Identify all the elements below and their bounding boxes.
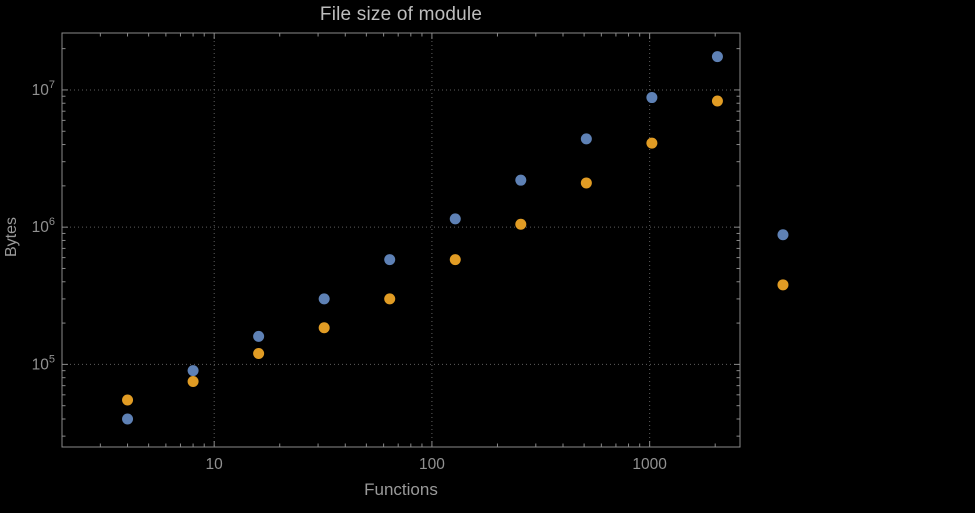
data-point-series-1-blue [253, 330, 265, 342]
data-point-series-2-orange [646, 137, 658, 149]
data-point-series-2-orange [580, 177, 592, 189]
x-axis-label: Functions [364, 480, 438, 499]
data-point-series-2-orange [777, 279, 789, 291]
data-point-series-2-orange [711, 95, 723, 107]
chart-title: File size of module [319, 4, 483, 25]
x-tick-label: 100 [419, 456, 445, 473]
data-point-series-2-orange [253, 348, 265, 360]
data-point-series-1-blue [384, 254, 396, 266]
data-point-series-1-blue [449, 213, 461, 225]
y-axis-label: Bytes [3, 216, 20, 258]
data-point-series-2-orange [318, 322, 330, 334]
data-point-series-2-orange [187, 376, 199, 388]
x-tick-label: 1000 [632, 456, 667, 473]
data-point-series-1-blue [515, 174, 527, 186]
data-point-series-1-blue [122, 413, 134, 425]
data-point-series-2-orange [515, 218, 527, 230]
data-point-series-1-blue [777, 229, 789, 241]
data-point-series-1-blue [580, 133, 592, 145]
data-point-series-1-blue [646, 92, 658, 104]
y-tick-label: 105 [32, 353, 55, 373]
data-point-series-2-orange [122, 394, 134, 406]
x-tick-label: 10 [206, 456, 224, 473]
data-point-series-1-blue [187, 365, 199, 377]
y-tick-label: 107 [32, 79, 55, 99]
y-tick-label: 106 [32, 216, 55, 236]
chart-frame [61, 32, 741, 448]
data-point-series-1-blue [318, 293, 330, 305]
data-point-series-2-orange [449, 254, 461, 266]
data-point-series-1-blue [711, 51, 723, 63]
data-point-series-2-orange [384, 293, 396, 305]
